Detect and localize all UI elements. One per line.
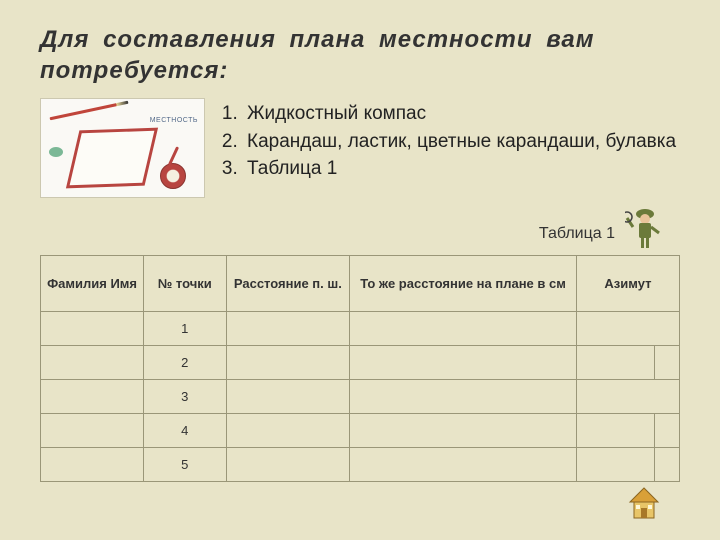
- table-row: 2: [41, 346, 680, 380]
- table-cell: [41, 380, 144, 414]
- table-cell: [350, 380, 577, 414]
- table-cell: [41, 448, 144, 482]
- eraser-icon: [49, 147, 63, 157]
- table-caption: Таблица 1: [539, 225, 615, 243]
- table-cell: [350, 448, 577, 482]
- table-cell: [576, 448, 679, 482]
- table-cell: [576, 346, 679, 380]
- table-cell: 3: [144, 380, 226, 414]
- table-cell: [576, 312, 679, 346]
- soldier-icon: [625, 205, 665, 250]
- table-cell: [350, 346, 577, 380]
- table-row: 5: [41, 448, 680, 482]
- table-cell: [576, 414, 679, 448]
- page-title: Для составления плана местности вам потр…: [0, 0, 720, 98]
- table-cell: [226, 448, 350, 482]
- compass-icon: [160, 163, 186, 189]
- table-cell: 2: [144, 346, 226, 380]
- table-cell: [41, 312, 144, 346]
- illustration-label: МЕСТНОСТЬ: [150, 117, 198, 124]
- table-row: 1: [41, 312, 680, 346]
- table-cell: [226, 346, 350, 380]
- table-header: № точки: [144, 256, 226, 312]
- tools-illustration: МЕСТНОСТЬ: [40, 98, 205, 198]
- table-cell: [350, 414, 577, 448]
- pencil-icon: [50, 101, 129, 121]
- table-header-row: Фамилия Имя № точки Расстояние п. ш. То …: [41, 256, 680, 312]
- table-row: 4: [41, 414, 680, 448]
- table-cell: [226, 380, 350, 414]
- table-header: Фамилия Имя: [41, 256, 144, 312]
- table-cell: [41, 346, 144, 380]
- data-table: Фамилия Имя № точки Расстояние п. ш. То …: [40, 255, 680, 482]
- table-cell: [350, 312, 577, 346]
- content-row: МЕСТНОСТЬ Жидкостный компас Карандаш, ла…: [0, 98, 720, 198]
- table-header: То же расстояние на плане в см: [350, 256, 577, 312]
- table-cell: [226, 312, 350, 346]
- table-header: Расстояние п. ш.: [226, 256, 350, 312]
- list-item: Таблица 1: [243, 155, 676, 183]
- list-item: Карандаш, ластик, цветные карандаши, бул…: [243, 128, 676, 156]
- drawing-board-icon: [66, 128, 158, 189]
- table-row: 3: [41, 380, 680, 414]
- home-icon[interactable]: [626, 486, 662, 520]
- table-cell: 4: [144, 414, 226, 448]
- requirements-list: Жидкостный компас Карандаш, ластик, цвет…: [221, 98, 676, 183]
- table-cell: [576, 380, 679, 414]
- table-cell: [41, 414, 144, 448]
- table-cell: [226, 414, 350, 448]
- list-item: Жидкостный компас: [243, 100, 676, 128]
- table-cell: 1: [144, 312, 226, 346]
- table-header: Азимут: [576, 256, 679, 312]
- table-cell: 5: [144, 448, 226, 482]
